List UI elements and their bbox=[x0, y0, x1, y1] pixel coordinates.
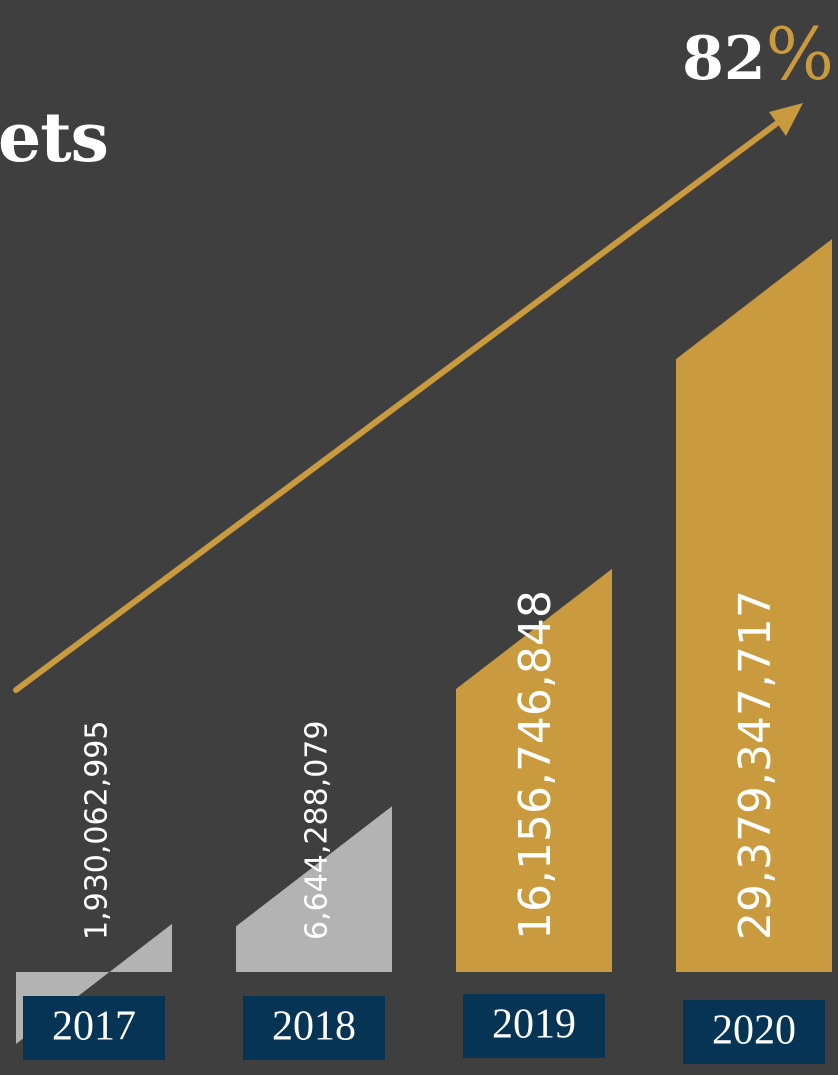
year-box-2019 bbox=[463, 994, 605, 1058]
bar-2018 bbox=[236, 806, 392, 972]
bar-value-label-2018: 6,644,288,079 bbox=[300, 721, 335, 940]
year-label-2017: 2017 bbox=[52, 1004, 136, 1050]
growth-arrow-line bbox=[13, 121, 779, 693]
year-label-2018: 2018 bbox=[272, 1004, 356, 1050]
year-box-2020 bbox=[683, 1000, 825, 1064]
bar-2020 bbox=[676, 238, 832, 972]
bar-value-label-2017: 1,930,062,995 bbox=[80, 721, 115, 940]
year-label-2019: 2019 bbox=[492, 1002, 576, 1048]
bar-2019 bbox=[456, 568, 612, 972]
growth-unit: % bbox=[765, 12, 834, 96]
year-box-2018 bbox=[243, 996, 385, 1060]
page-title: ets bbox=[0, 98, 109, 178]
bar-value-label-2020: 29,379,347,717 bbox=[730, 590, 781, 940]
year-label-2020: 2020 bbox=[712, 1008, 796, 1054]
year-box-2017 bbox=[23, 996, 165, 1060]
bar-value-label-2019: 16,156,746,848 bbox=[510, 590, 561, 940]
growth-value: 82 bbox=[682, 24, 766, 94]
growth-arrow-head bbox=[769, 103, 803, 136]
growth-annotation: 82% bbox=[682, 18, 834, 90]
